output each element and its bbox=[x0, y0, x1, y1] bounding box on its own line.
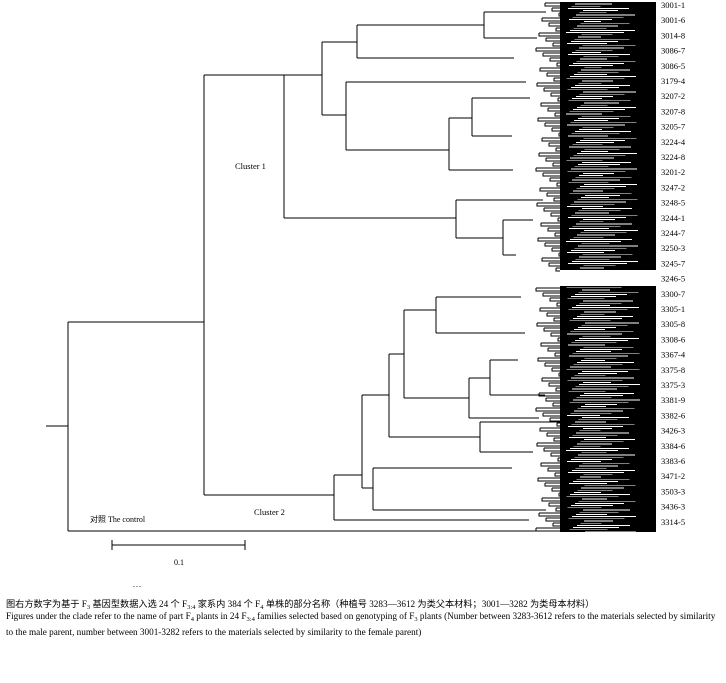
leaf-label: 3381-9 bbox=[661, 395, 685, 405]
leaf-label: 3382-6 bbox=[661, 410, 685, 420]
leaf-labels: 3001-1 3001-6 3014-8 3086-7 3086-5 3179-4 3207… bbox=[661, 0, 686, 527]
caption-dots: ... bbox=[133, 580, 142, 589]
leaf-label: 3246-5 bbox=[661, 274, 685, 284]
leaf-label: 3001-6 bbox=[661, 15, 685, 25]
leaf-label: 3201-2 bbox=[661, 167, 685, 177]
control-label: 对照 The control bbox=[90, 514, 146, 524]
leaf-label: 3250-3 bbox=[661, 243, 685, 253]
leaf-label: 3383-6 bbox=[661, 456, 685, 466]
leaf-label: 3245-7 bbox=[661, 258, 685, 268]
tree-branches bbox=[46, 11, 655, 532]
leaf-label: 3384-6 bbox=[661, 441, 685, 451]
leaf-fan bbox=[535, 2, 656, 533]
leaf-label: 3014-8 bbox=[661, 30, 685, 40]
dendrogram: 3001-1 3001-6 3014-8 3086-7 3086-5 3179-4 3207… bbox=[46, 0, 686, 567]
main-split bbox=[203, 74, 334, 496]
leaf-label: 3207-8 bbox=[661, 106, 685, 116]
leaf-label: 3300-7 bbox=[661, 289, 685, 299]
scale-bar-label: 0.1 bbox=[174, 558, 184, 567]
scale-bar bbox=[111, 540, 246, 550]
leaf-label: 3179-4 bbox=[661, 76, 686, 86]
caption-chinese: 图右方数字为基于 F3 基因型数据入选 24 个 F3:4 家系内 384 个 … bbox=[6, 599, 595, 611]
leaf-label: 3503-3 bbox=[661, 486, 685, 496]
leaf-label: 3247-2 bbox=[661, 182, 685, 192]
leaf-label: 3207-2 bbox=[661, 91, 685, 101]
leaf-label: 3426-3 bbox=[661, 426, 685, 436]
cluster-1-branches bbox=[283, 11, 546, 256]
leaf-label: 3205-7 bbox=[661, 122, 685, 132]
leaf-label: 3314-5 bbox=[661, 517, 685, 527]
leaf-label: 3244-1 bbox=[661, 213, 685, 223]
leaf-label: 3375-8 bbox=[661, 365, 685, 375]
leaf-label: 3436-3 bbox=[661, 502, 685, 512]
leaf-label: 3305-1 bbox=[661, 304, 685, 314]
cluster-2-label: Cluster 2 bbox=[254, 507, 285, 517]
leaf-label: 3001-1 bbox=[661, 0, 685, 10]
leaf-label: 3224-4 bbox=[661, 137, 686, 147]
root-branch bbox=[46, 321, 655, 532]
leaf-label: 3471-2 bbox=[661, 471, 685, 481]
leaf-label: 3305-8 bbox=[661, 319, 685, 329]
cluster-1-label: Cluster 1 bbox=[235, 161, 266, 171]
leaf-label: 3248-5 bbox=[661, 198, 685, 208]
leaf-label: 3308-6 bbox=[661, 334, 685, 344]
caption-english: Figures under the clade refer to the nam… bbox=[6, 611, 716, 637]
cluster-2-branches bbox=[333, 296, 564, 521]
leaf-fan-separators bbox=[566, 3, 640, 533]
leaf-label: 3086-5 bbox=[661, 61, 685, 71]
leaf-label: 3086-7 bbox=[661, 46, 685, 56]
leaf-label: 3244-7 bbox=[661, 228, 685, 238]
leaf-label: 3224-8 bbox=[661, 152, 685, 162]
leaf-label: 3367-4 bbox=[661, 350, 686, 360]
leaf-fan-edge bbox=[535, 2, 560, 532]
leaf-label: 3375-3 bbox=[661, 380, 685, 390]
